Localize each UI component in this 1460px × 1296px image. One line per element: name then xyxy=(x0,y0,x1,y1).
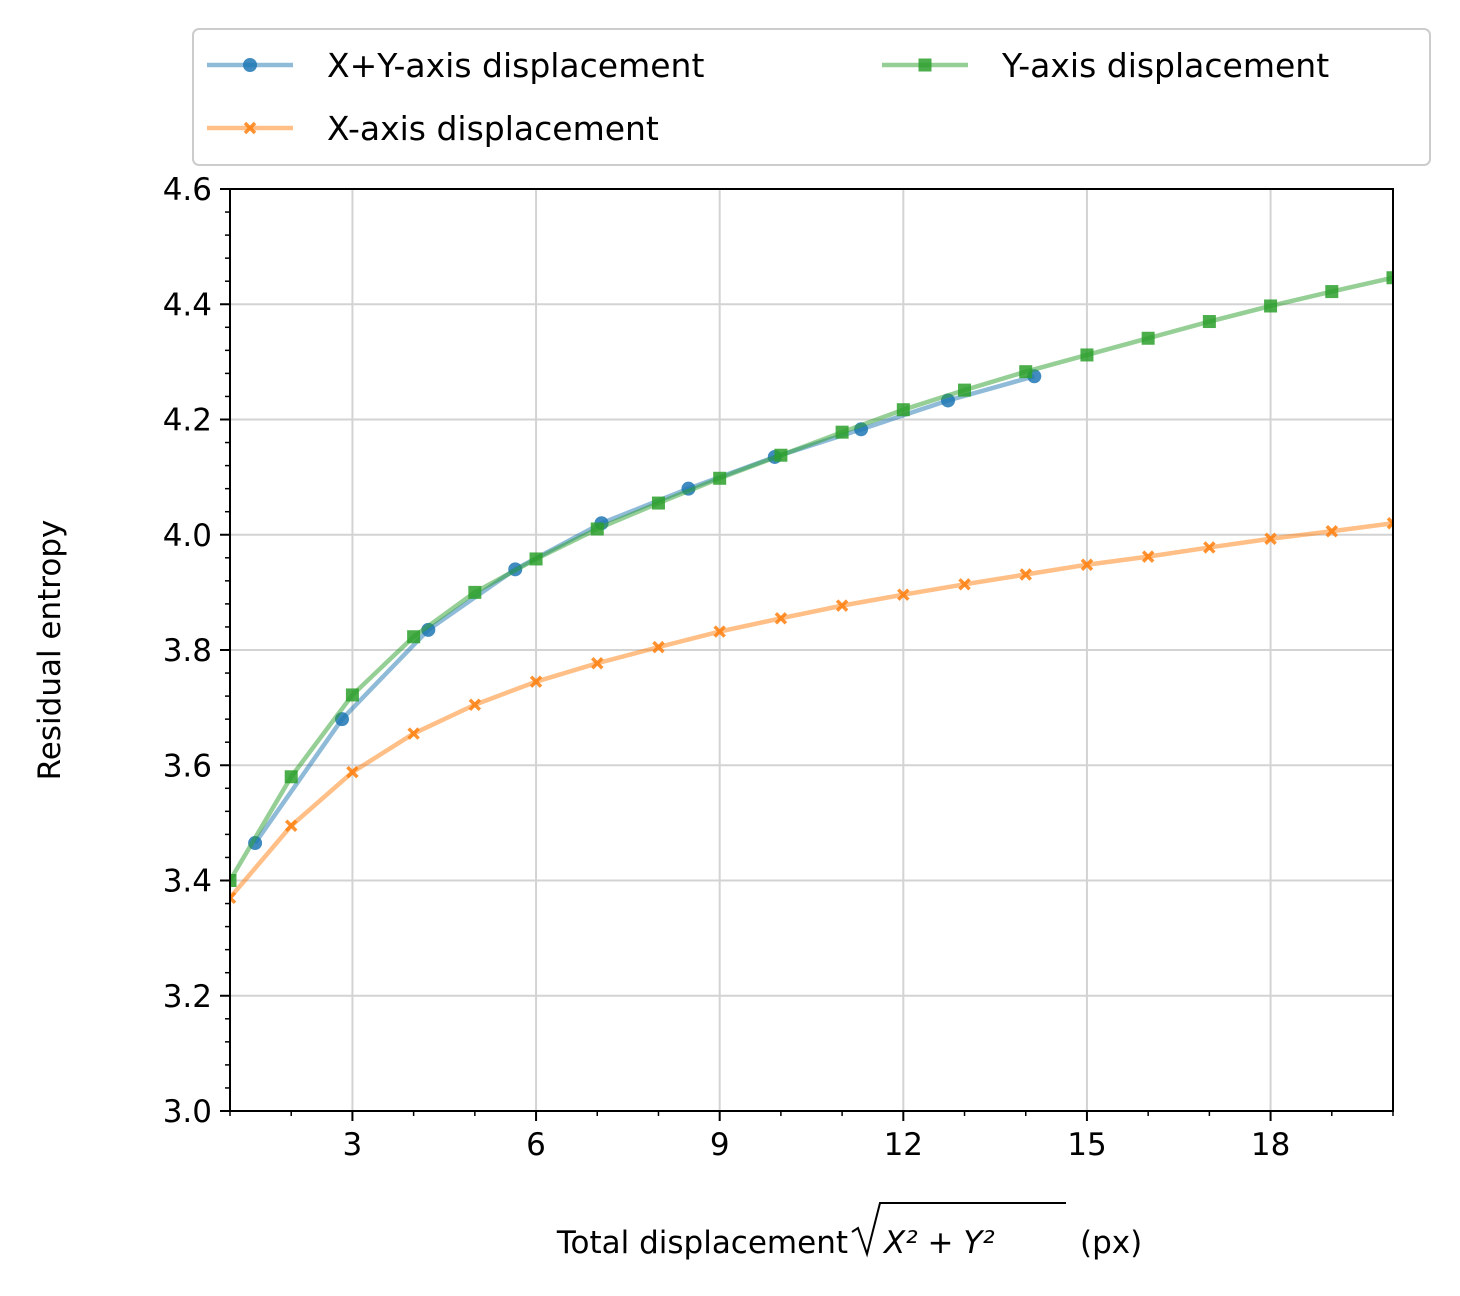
data-point xyxy=(713,471,727,485)
y-axis-label: Residual entropy xyxy=(32,520,68,781)
data-point xyxy=(407,727,420,740)
series-markers xyxy=(230,271,1393,887)
x-tick-label: 9 xyxy=(710,1127,730,1163)
series-2 xyxy=(230,271,1393,887)
x-tick-label: 12 xyxy=(884,1127,923,1163)
x-axis-label-unit: (px) xyxy=(1080,1225,1142,1261)
data-point xyxy=(284,819,298,832)
data-point xyxy=(1080,348,1094,362)
legend-swatch-marker xyxy=(918,58,932,72)
series-layer xyxy=(230,271,1393,905)
x-axis-label-sqrt-term: X² + Y² xyxy=(882,1225,995,1261)
axis-ticks: 3 6 9 12 15 18 3.0 3.2 3.4 3.6 3.8 4.0 4.2 4.4 4.6 xyxy=(163,172,1394,1163)
data-point xyxy=(774,612,788,625)
y-tick-label: 4.0 xyxy=(163,518,212,554)
data-point xyxy=(1386,271,1393,285)
data-point xyxy=(958,578,971,591)
data-point xyxy=(1141,550,1155,563)
data-point xyxy=(1203,541,1216,554)
y-tick-label: 3.8 xyxy=(163,633,212,669)
y-tick-label: 4.6 xyxy=(163,172,212,208)
legend-label: X-axis displacement xyxy=(327,109,659,148)
data-point xyxy=(835,599,849,612)
grid-lines xyxy=(230,188,1393,1112)
x-tick-label: 18 xyxy=(1251,1127,1290,1163)
data-point xyxy=(713,625,726,638)
data-point xyxy=(407,630,421,644)
data-point xyxy=(896,403,910,417)
y-tick-label: 3.2 xyxy=(163,979,212,1015)
data-point xyxy=(468,698,482,711)
series-1 xyxy=(230,516,1393,905)
legend-label: X+Y-axis displacement xyxy=(327,46,704,85)
data-point xyxy=(651,496,665,510)
x-tick-label: 6 xyxy=(526,1127,546,1163)
data-point xyxy=(897,588,910,601)
x-tick-label: 15 xyxy=(1067,1127,1106,1163)
series-markers xyxy=(230,516,1393,905)
y-tick-label: 3.0 xyxy=(163,1094,212,1130)
legend-swatch-marker xyxy=(243,121,257,135)
data-point xyxy=(230,874,237,887)
data-point xyxy=(230,891,237,905)
data-point xyxy=(1019,365,1033,379)
y-tick-label: 4.4 xyxy=(163,287,212,323)
data-point xyxy=(1019,568,1032,581)
x-tick-label: 3 xyxy=(343,1127,363,1163)
legend-items: X+Y-axis displacement X-axis displacement… xyxy=(207,46,1329,148)
data-point xyxy=(774,448,788,462)
legend-box xyxy=(192,28,1431,166)
x-axis-label-sqrt-sign xyxy=(851,1202,1066,1258)
data-point xyxy=(1264,299,1278,313)
data-point xyxy=(1141,331,1155,345)
data-point xyxy=(590,522,604,536)
data-point xyxy=(591,657,604,670)
legend-entry: Y-axis displacement xyxy=(882,46,1329,85)
data-point xyxy=(1386,516,1393,530)
series-line xyxy=(230,275,1393,882)
data-point xyxy=(1264,532,1277,546)
y-tick-label: 3.6 xyxy=(163,748,212,784)
y-tick-label: 3.4 xyxy=(163,864,212,900)
data-point xyxy=(835,425,849,439)
x-axis-label: Total displacement X² + Y² (px) xyxy=(556,1202,1142,1261)
y-tick-label: 4.2 xyxy=(163,403,212,439)
data-point xyxy=(529,675,543,688)
data-point xyxy=(652,640,665,654)
legend-entry: X+Y-axis displacement xyxy=(207,46,704,85)
series-line xyxy=(230,520,1393,900)
data-point xyxy=(1325,285,1339,299)
data-point xyxy=(529,552,543,566)
data-point xyxy=(1202,315,1216,329)
legend-entry: X-axis displacement xyxy=(207,109,659,148)
x-axis-label-text: Total displacement xyxy=(556,1225,848,1261)
data-point xyxy=(345,688,359,702)
legend-swatch-marker xyxy=(243,58,257,72)
data-point xyxy=(346,765,359,779)
data-point xyxy=(468,585,482,599)
legend-label: Y-axis displacement xyxy=(1001,46,1329,85)
legend: X+Y-axis displacement X-axis displacement… xyxy=(192,28,1431,166)
data-point xyxy=(958,383,972,397)
data-point xyxy=(284,770,298,784)
data-point xyxy=(1325,525,1339,538)
data-point xyxy=(1080,558,1094,571)
